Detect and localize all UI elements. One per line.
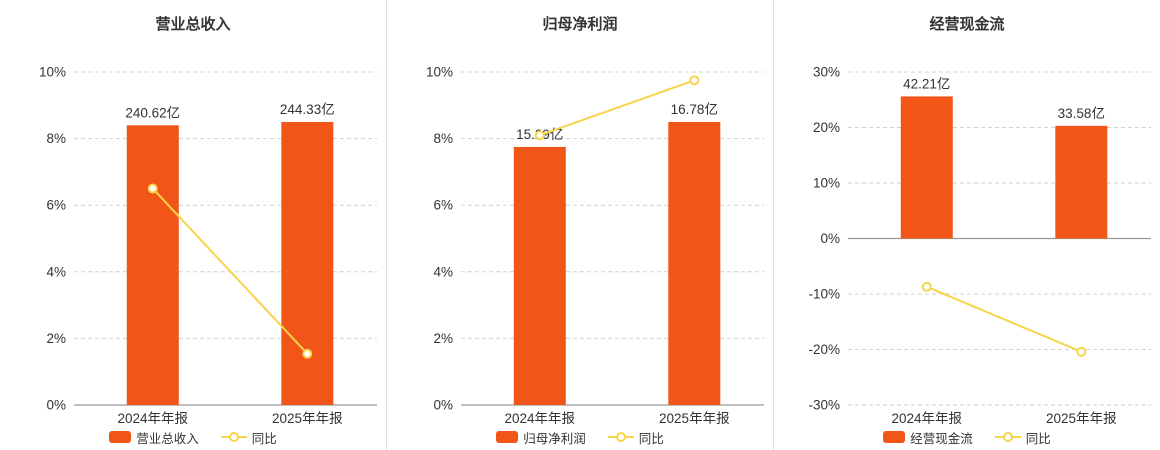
svg-text:2024年年报: 2024年年报 [505, 411, 576, 424]
line-series-swatch-icon [220, 432, 247, 442]
legend-label-line-series: 同比 [251, 431, 277, 446]
legend-item-line-series[interactable]: 同比 [220, 428, 277, 447]
legend-item-bar-series[interactable]: 归母净利润 [496, 428, 586, 447]
svg-text:2025年年报: 2025年年报 [272, 411, 343, 424]
line-marker-icon [1002, 432, 1013, 442]
svg-text:2%: 2% [433, 331, 453, 346]
svg-text:240.62亿: 240.62亿 [125, 105, 180, 120]
chart-title-net-profit: 归母净利润 [542, 16, 618, 33]
bar-series-swatch-icon [883, 431, 906, 443]
svg-text:10%: 10% [813, 176, 840, 191]
chart-panel-operating-cash-flow: 经营现金流 30% 20% 10% 0% -10% -20% -30% 42.21亿 33.58… [773, 0, 1160, 450]
legend-net-profit: 归母净利润 同比 [387, 424, 773, 450]
chart-title-operating-cash-flow: 经营现金流 [929, 16, 1005, 33]
svg-text:10%: 10% [39, 65, 66, 80]
svg-text:4%: 4% [433, 264, 453, 279]
svg-text:2024年年报: 2024年年报 [892, 411, 963, 424]
svg-text:16.78亿: 16.78亿 [671, 102, 718, 117]
legend-label-line-series: 同比 [1025, 431, 1051, 446]
legend-operating-cash-flow: 经营现金流 同比 [774, 424, 1160, 450]
svg-text:0%: 0% [433, 398, 453, 413]
svg-text:244.33亿: 244.33亿 [280, 102, 335, 117]
svg-text:-30%: -30% [808, 398, 840, 413]
svg-text:8%: 8% [433, 131, 453, 146]
svg-text:2024年年报: 2024年年报 [118, 411, 189, 424]
chart-panel-total-revenue: 营业总收入 10% 8% 6% 4% 2% 0% 240.62亿 244.33亿 2024年年报… [0, 0, 386, 450]
line-marker-icon [228, 432, 239, 442]
svg-text:10%: 10% [426, 65, 453, 80]
svg-text:8%: 8% [46, 131, 66, 146]
svg-text:20%: 20% [813, 120, 840, 135]
legend-item-bar-series[interactable]: 营业总收入 [109, 428, 199, 447]
legend-label-line-series: 同比 [638, 431, 664, 446]
chart-plot-operating-cash-flow: 30% 20% 10% 0% -10% -20% -30% 42.21亿 33.58亿 2024年… [808, 65, 1151, 424]
legend-item-bar-series[interactable]: 经营现金流 [883, 428, 973, 447]
legend-label-bar-series: 营业总收入 [136, 431, 199, 446]
chart-panel-net-profit: 归母净利润 10%8%6%4%2%0%15.29亿16.78亿2024年年报20… [386, 0, 773, 450]
svg-text:-20%: -20% [808, 342, 840, 357]
legend-label-bar-series: 经营现金流 [910, 431, 973, 446]
legend-item-line-series[interactable]: 同比 [994, 428, 1051, 447]
legend-label-bar-series: 归母净利润 [523, 431, 586, 446]
svg-text:6%: 6% [433, 198, 453, 213]
bar-series-swatch-icon [496, 431, 519, 443]
svg-text:0%: 0% [820, 231, 840, 246]
svg-text:-10%: -10% [808, 287, 840, 302]
svg-text:6%: 6% [46, 198, 66, 213]
legend-total-revenue: 营业总收入 同比 [0, 424, 386, 450]
svg-text:2%: 2% [46, 331, 66, 346]
svg-text:0%: 0% [46, 398, 66, 413]
legend-item-line-series[interactable]: 同比 [607, 428, 664, 447]
line-marker-icon [615, 432, 626, 442]
svg-text:4%: 4% [46, 264, 66, 279]
svg-text:2025年年报: 2025年年报 [1046, 411, 1117, 424]
svg-text:42.21亿: 42.21亿 [903, 76, 950, 91]
bar-series-swatch-icon [109, 431, 132, 443]
chart-title-total-revenue: 营业总收入 [155, 16, 231, 33]
svg-text:2025年年报: 2025年年报 [659, 411, 730, 424]
svg-text:33.58亿: 33.58亿 [1058, 106, 1105, 121]
chart-plot-total-revenue: 10% 8% 6% 4% 2% 0% 240.62亿 244.33亿 2024年年报 2025年年… [39, 65, 377, 424]
svg-text:30%: 30% [813, 65, 840, 80]
line-series-swatch-icon [994, 432, 1021, 442]
line-series-swatch-icon [607, 432, 634, 442]
